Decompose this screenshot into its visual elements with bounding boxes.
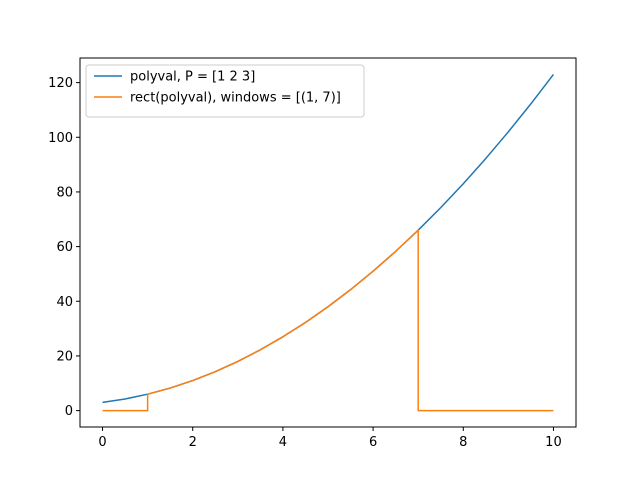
legend-label-2: rect(polyval), windows = [(1, 7)]: [130, 91, 341, 106]
series-layer: [102, 73, 555, 412]
x-tick-label: 10: [545, 435, 562, 450]
y-tick-label: 120: [48, 76, 73, 91]
y-tick-label: 40: [56, 295, 73, 310]
legend: polyval, P = [1 2 3] rect(polyval), windo…: [85, 64, 365, 118]
axes-frame: [79, 57, 577, 428]
x-tick-label: 6: [369, 435, 377, 450]
y-tick-label: 20: [56, 349, 73, 364]
y-tick-label: 0: [65, 404, 73, 419]
plot-area: [80, 58, 576, 427]
legend-box: [85, 64, 365, 118]
y-tick-label: 100: [48, 131, 73, 146]
legend-label-1: polyval, P = [1 2 3]: [130, 70, 255, 85]
x-tick-label: 4: [279, 435, 287, 450]
series-line-2: [102, 229, 554, 412]
y-tick-label: 80: [56, 185, 73, 200]
y-axis: 0 20 40 60 80 100 120: [48, 76, 80, 419]
y-tick-label: 60: [56, 240, 73, 255]
x-tick-label: 2: [189, 435, 197, 450]
x-tick-label: 8: [459, 435, 467, 450]
x-tick-label: 0: [98, 435, 106, 450]
x-axis: 0 2 4 6 8 10: [98, 427, 562, 450]
